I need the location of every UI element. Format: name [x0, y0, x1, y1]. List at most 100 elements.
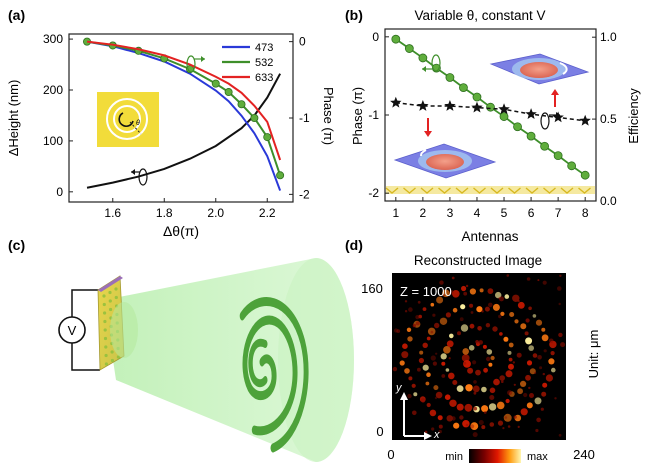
- colorbar-min-label: min: [445, 451, 463, 463]
- x-axis-right-label: 240: [573, 447, 595, 462]
- speckle-dot: [541, 334, 549, 342]
- metasurface-antenna-dot: [109, 307, 113, 312]
- noise-dot: [559, 274, 562, 277]
- z-distance-label: Z = 1000: [400, 284, 452, 299]
- phase-point: [404, 44, 414, 53]
- b-efficiency-indicator-icon: [540, 112, 550, 130]
- plot-b-ticks: 1 2 3 4 5 6 7 8 0 -1 -2 0.0 0.5 1.0: [368, 30, 617, 220]
- speckle-dot: [465, 384, 473, 392]
- speckle-dot: [445, 312, 451, 318]
- phase-point: [499, 112, 509, 121]
- b-efficiency-arrow-head: [556, 112, 560, 118]
- speckle-dot: [520, 380, 527, 387]
- speckle-dot: [426, 402, 431, 408]
- speckle-dot: [499, 375, 506, 381]
- b-xtick-label: 3: [447, 206, 454, 220]
- noise-dot: [439, 280, 444, 285]
- speckle-dot: [426, 336, 431, 341]
- noise-dot: [488, 302, 493, 308]
- voltage-source-label: V: [68, 323, 77, 338]
- speckle-dot: [434, 322, 440, 329]
- speckle-dot: [503, 336, 509, 342]
- noise-dot: [451, 416, 456, 421]
- noise-dot: [470, 311, 474, 314]
- a-ytick-left-label: 0: [56, 185, 63, 199]
- speckle-dot: [493, 378, 500, 386]
- speckle-dot: [462, 348, 470, 355]
- theta-symbol: θ: [136, 120, 140, 127]
- speckle-dot: [446, 415, 453, 422]
- spiral-arm-3: [239, 297, 309, 453]
- speckle-dot: [463, 360, 471, 368]
- strip-antenna-icon: [385, 187, 399, 194]
- plot-b-xlabel: Antennas: [461, 229, 518, 244]
- phase-point: [513, 122, 522, 132]
- noise-dot: [415, 321, 420, 326]
- light-beam-end: [278, 258, 354, 462]
- speckle-dot: [489, 422, 495, 427]
- phase-point-532: [263, 133, 272, 142]
- metasurface-antenna-dot: [104, 353, 108, 358]
- efficiency-point: [417, 99, 429, 111]
- metasurface-antenna-dot: [102, 302, 106, 307]
- phase-point-532: [276, 171, 285, 180]
- plot-b-ylabel-right: Efficiency: [626, 88, 641, 144]
- strip-antenna-icon: [508, 187, 521, 194]
- noise-dot: [442, 294, 445, 297]
- speckle-dot: [541, 391, 547, 397]
- speckle-dot: [499, 332, 503, 336]
- metasurface-antenna-dot: [114, 295, 118, 300]
- noise-dot: [554, 397, 557, 400]
- noise-dot: [557, 286, 562, 291]
- speckle-dot: [542, 382, 548, 388]
- noise-dot: [473, 406, 478, 411]
- metasurface-antenna-dot: [104, 362, 108, 366]
- speckle-dot: [490, 355, 495, 361]
- noise-dot: [463, 361, 467, 365]
- x-axis-name: x: [433, 429, 440, 441]
- y-arrow-icon: [400, 392, 408, 400]
- speckle-dot: [477, 326, 482, 331]
- noise-dot: [415, 315, 420, 320]
- speckle-dot: [489, 387, 496, 394]
- a-xtick-label: 2.0: [207, 206, 224, 220]
- b-xtick-label: 5: [501, 206, 508, 220]
- noise-dot: [438, 424, 443, 429]
- reconstructed-image-speckle: [392, 274, 566, 438]
- speckle-dot: [524, 331, 529, 336]
- speckle-dot: [439, 317, 448, 325]
- metasurface-antenna-dot: [108, 299, 112, 303]
- speckle-dot: [440, 353, 447, 360]
- noise-dot: [535, 428, 539, 433]
- noise-dot: [451, 276, 455, 280]
- speckle-dot: [508, 357, 513, 362]
- a-xtick-label: 1.8: [156, 206, 173, 220]
- noise-dot: [513, 415, 517, 419]
- speckle-dot: [492, 303, 500, 311]
- speckle-dot: [435, 391, 443, 399]
- tile-lower-disk: [426, 154, 464, 170]
- noise-dot: [432, 361, 437, 366]
- noise-dot: [404, 300, 408, 303]
- panel-c-label: (c): [8, 237, 25, 253]
- plot-a-ticks: 1.6 1.8 2.0 2.2 0 100 200 300 0 -1 -2: [43, 32, 310, 220]
- speckle-dot: [426, 372, 431, 378]
- noise-dot: [470, 424, 475, 429]
- speckle-dot: [441, 361, 446, 366]
- strip-antenna-icon: [525, 187, 539, 194]
- noise-dot: [459, 415, 464, 420]
- speckle-dot: [548, 358, 555, 365]
- tile-upper-gap: [559, 62, 568, 75]
- noise-dot: [483, 411, 487, 414]
- unit-label: Unit: μm: [586, 330, 601, 379]
- speckle-dot: [452, 290, 460, 298]
- theta-dashed-line: [129, 121, 142, 135]
- antenna-strip-elements: [385, 187, 591, 194]
- metasurface-antenna-dot: [110, 358, 114, 363]
- metasurface-antenna-dot: [103, 336, 108, 341]
- noise-dot: [486, 356, 491, 362]
- plot-a-ylabel-right: Phase (π): [321, 87, 336, 145]
- noise-dot: [499, 296, 504, 302]
- efficiency-point: [498, 103, 510, 115]
- noise-dot: [506, 274, 510, 277]
